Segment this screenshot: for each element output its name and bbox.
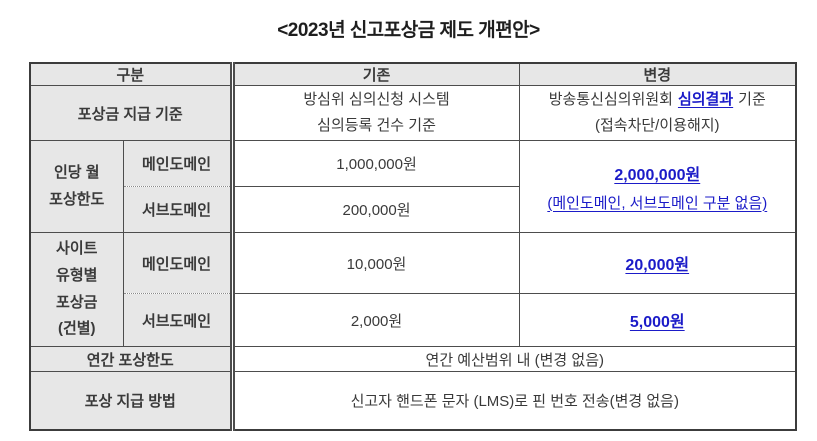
monthly-after-cell: 2,000,000원 (메인도메인, 서브도메인 구분 없음) (518, 140, 797, 233)
site-reward-label: 사이트 유형별 포상금 (건별) (29, 232, 124, 347)
annual-limit-label: 연간 포상한도 (29, 346, 233, 372)
criteria-after-suffix: 기준 (738, 91, 766, 108)
criteria-label: 포상금 지급 기준 (29, 85, 233, 141)
criteria-before: 방심위 심의신청 시스템 심의등록 건수 기준 (229, 85, 520, 141)
payment-method-label: 포상 지급 방법 (29, 371, 233, 431)
header-after: 변경 (518, 62, 797, 86)
site-main-after-value: 20,000원 (625, 257, 690, 274)
header-before: 기존 (229, 62, 520, 86)
header-category: 구분 (29, 62, 233, 86)
criteria-after-line2: (접속차단/이용해지) (594, 117, 720, 134)
criteria-after-line1: 방송통신심의위원회 심의결과 기준 (522, 87, 794, 113)
criteria-after-highlight: 심의결과 (677, 91, 734, 108)
site-sub-before-value: 2,000원 (229, 293, 520, 347)
site-main-domain-label: 메인도메인 (122, 232, 233, 294)
monthly-after-note: (메인도메인, 서브도메인 구분 없음) (547, 194, 768, 212)
monthly-main-domain-label: 메인도메인 (122, 140, 233, 187)
row-payment-method: 포상 지급 방법 신고자 핸드폰 문자 (LMS)로 핀 번호 전송(변경 없음… (29, 371, 797, 431)
monthly-after-value: 2,000,000원 (614, 166, 701, 184)
criteria-after: 방송통신심의위원회 심의결과 기준 (접속차단/이용해지) (518, 85, 797, 141)
annual-limit-value: 연간 예산범위 내 (변경 없음) (229, 346, 797, 372)
row-site-reward-main: 사이트 유형별 포상금 (건별) 메인도메인 10,000원 20,000원 (29, 232, 797, 347)
row-payment-criteria: 포상금 지급 기준 방심위 심의신청 시스템 심의등록 건수 기준 방송통신심의… (29, 85, 797, 141)
site-main-after-cell: 20,000원 (518, 232, 797, 294)
criteria-after-prefix: 방송통신심의위원회 (548, 91, 673, 108)
monthly-sub-domain-label: 서브도메인 (122, 186, 233, 233)
monthly-main-before-value: 1,000,000원 (229, 140, 520, 187)
reward-table: 구분 기존 변경 포상금 지급 기준 방심위 심의신청 시스템 심의등록 건수 … (29, 62, 798, 431)
site-sub-after-value: 5,000원 (629, 314, 685, 331)
row-monthly-limit-main: 인당 월 포상한도 메인도메인 1,000,000원 2,000,000원 (메… (29, 140, 797, 233)
payment-method-value: 신고자 핸드폰 문자 (LMS)로 핀 번호 전송(변경 없음) (229, 371, 797, 431)
row-monthly-limit-sub: 서브도메인 200,000원 (30, 186, 796, 233)
table-header-row: 구분 기존 변경 (29, 62, 797, 86)
site-main-before-value: 10,000원 (229, 232, 520, 294)
row-annual-limit: 연간 포상한도 연간 예산범위 내 (변경 없음) (29, 346, 797, 372)
row-site-reward-sub: 서브도메인 2,000원 5,000원 (30, 293, 797, 347)
site-sub-after-cell: 5,000원 (518, 293, 797, 347)
page-title: <2023년 신고포상금 제도 개편안> (277, 20, 540, 41)
monthly-sub-before-value: 200,000원 (229, 186, 520, 233)
monthly-limit-label: 인당 월 포상한도 (29, 140, 124, 233)
site-sub-domain-label: 서브도메인 (122, 293, 233, 347)
